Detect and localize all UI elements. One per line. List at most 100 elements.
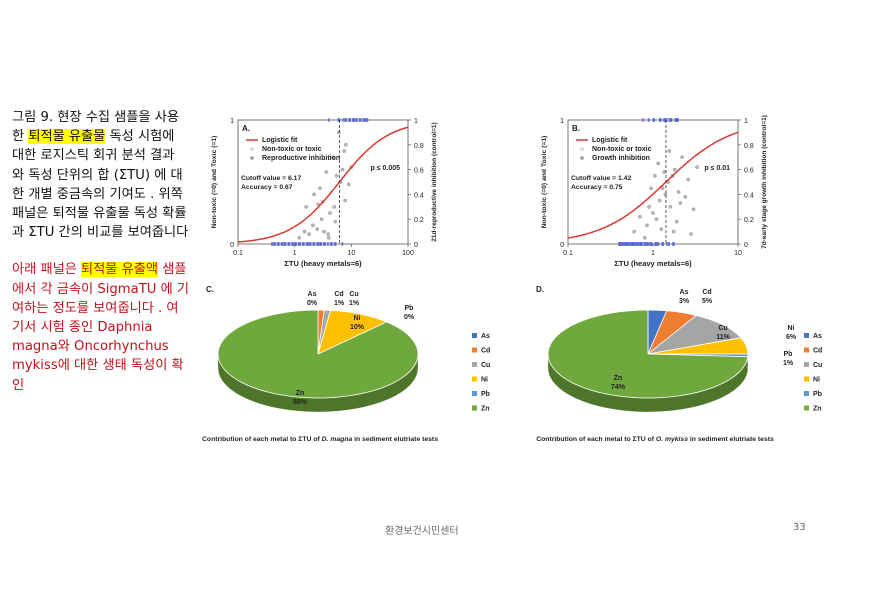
panel-label: C.	[206, 285, 214, 294]
legend-label: Non-toxic or toxic	[262, 146, 322, 153]
x-axis-label: ΣTU (heavy metals=6)	[614, 259, 692, 268]
data-point	[686, 177, 691, 182]
toxic-mark	[669, 118, 672, 122]
legend-point-swatch	[580, 156, 584, 160]
logistic-fit-line	[237, 126, 409, 243]
data-point	[311, 223, 315, 228]
legend-swatch-cu	[472, 362, 477, 367]
slice-label-value: 11%	[716, 334, 730, 341]
data-point	[663, 192, 668, 197]
figure-caption: 그림 9. 현장 수집 샘플을 사용한 퇴적물 유출물 독성 시험에 대한 로지…	[12, 108, 190, 395]
caption-paragraph-1: 그림 9. 현장 수집 샘플을 사용한 퇴적물 유출물 독성 시험에 대한 로지…	[12, 108, 190, 242]
toxic-mark	[659, 118, 662, 122]
data-point	[691, 207, 696, 212]
toxic-mark	[647, 118, 650, 122]
slice-label-name: Ni	[354, 315, 361, 322]
data-point	[322, 229, 326, 234]
non-toxic-mark	[630, 242, 633, 246]
non-toxic-mark	[632, 242, 635, 246]
non-toxic-mark	[312, 242, 315, 246]
logistic-fit-line	[567, 131, 739, 239]
y-right-tick-label: 0.8	[744, 143, 754, 150]
non-toxic-mark	[619, 242, 622, 246]
data-point	[667, 149, 672, 153]
toxic-mark	[663, 118, 666, 122]
data-point	[649, 186, 653, 191]
y-left-axis-label: Non-toxic (=0) and Toxic (=1)	[541, 136, 548, 229]
accuracy-annotation: Accuracy = 0.67	[241, 184, 293, 191]
toxic-mark	[327, 118, 330, 122]
slice-label-value: 5%	[702, 298, 713, 305]
non-toxic-mark	[305, 242, 308, 246]
non-toxic-mark	[319, 242, 322, 246]
non-toxic-mark	[341, 242, 344, 246]
data-point	[637, 214, 642, 219]
toxic-mark	[665, 118, 668, 122]
legend-swatch-as	[804, 333, 809, 338]
legend-point-swatch	[250, 147, 254, 151]
slice-label-name: Pb	[784, 351, 793, 358]
legend-label: Logistic fit	[262, 137, 298, 144]
y-right-tick-label: 0	[744, 242, 748, 249]
data-point	[324, 170, 329, 174]
cutoff-annotation: Cutoff value = 6.17	[241, 175, 301, 182]
y-left-tick-label: 1	[560, 118, 564, 125]
caption-paragraph-2: 아래 패널은 퇴적물 유출액 샘플에서 각 금속이 SigmaTU 에 기여하는…	[12, 260, 190, 394]
toxic-mark	[365, 118, 368, 122]
chart-title-part: Contribution of each metal to ΣTU of	[536, 436, 656, 443]
caption-text: 아래 패널은	[12, 262, 82, 278]
data-point	[302, 229, 307, 234]
slice-label-name: Zn	[296, 390, 305, 397]
y-right-tick-label: 0.6	[414, 168, 424, 175]
toxic-mark	[348, 118, 351, 122]
data-point	[659, 227, 664, 231]
pie-panel-D: D. As 3% Cd 5% Cu 11% Ni 6% Pb 1% Zn 74% As Cd Cu Ni Pb Zn…	[536, 285, 822, 443]
non-toxic-mark	[316, 242, 319, 246]
pie-slice-zn	[547, 309, 749, 399]
data-point	[340, 167, 345, 172]
x-tick-label: 10	[734, 250, 742, 257]
y-right-tick-label: 0.4	[414, 192, 424, 199]
x-tick-label: 1	[293, 250, 297, 257]
slice-label-name: Cd	[334, 291, 343, 298]
toxic-mark	[342, 118, 345, 122]
toxic-mark	[344, 118, 347, 122]
slice-label-value: 0%	[307, 300, 318, 307]
legend-label: Non-toxic or toxic	[592, 146, 652, 153]
non-toxic-mark	[329, 242, 332, 246]
legend-swatch-cu	[804, 362, 809, 367]
y-right-tick-label: 0.4	[744, 192, 754, 199]
data-point	[316, 202, 321, 207]
y-right-tick-label: 0	[414, 242, 418, 249]
x-tick-label: 1	[651, 250, 655, 257]
toxic-mark	[358, 118, 361, 122]
x-tick-label: 0.1	[563, 250, 573, 257]
non-toxic-mark	[625, 242, 628, 246]
toxic-mark	[674, 118, 677, 122]
legend-label: Ni	[813, 377, 820, 384]
data-point	[689, 232, 693, 236]
non-toxic-mark	[283, 242, 286, 246]
slice-label-value: 1%	[334, 300, 345, 307]
data-point	[657, 198, 662, 203]
panel-label: A.	[242, 124, 250, 133]
data-point	[328, 211, 332, 215]
legend-label: Zn	[481, 406, 490, 413]
caption-highlight: 퇴적물 유출액	[81, 262, 159, 278]
y-left-tick-label: 1	[230, 118, 234, 125]
p-value: p ≤ 0.01	[704, 165, 730, 172]
legend-label: Logistic fit	[592, 137, 628, 144]
legend-label: Pb	[813, 391, 822, 398]
toxic-mark	[641, 118, 644, 122]
x-tick-label: 0.1	[233, 250, 243, 257]
data-point	[654, 217, 659, 222]
non-toxic-mark	[323, 242, 326, 246]
chart-title: Contribution of each metal to ΣTU of D. …	[202, 436, 438, 443]
panel-label: D.	[536, 285, 544, 294]
slice-label-name: Cu	[718, 325, 727, 332]
data-point	[307, 232, 311, 236]
legend-label: Cd	[813, 348, 822, 355]
data-point	[660, 186, 665, 191]
data-point	[336, 130, 341, 135]
